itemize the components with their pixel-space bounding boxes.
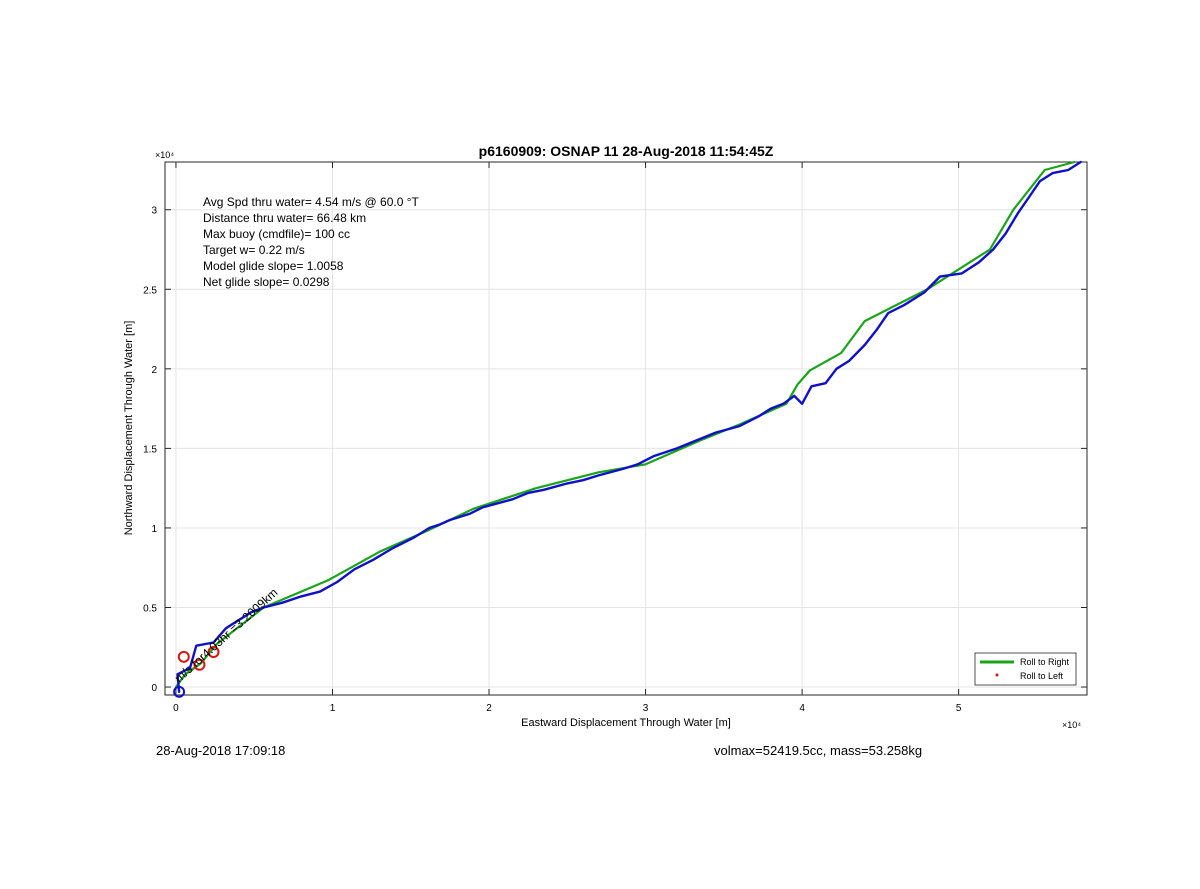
info-line: Max buoy (cmdfile)= 100 cc: [203, 227, 350, 241]
x-tick-label: 5: [956, 703, 962, 714]
grid: [165, 162, 1087, 695]
series-line-roll-right: [174, 160, 1076, 689]
x-tick-label: 0: [173, 703, 179, 714]
x-tick-label: 3: [643, 703, 649, 714]
x-tick-label: 4: [799, 703, 805, 714]
y-tick-label: 3: [151, 206, 157, 217]
y-tick-label: 2.5: [143, 285, 157, 296]
legend-box: [974, 652, 1077, 686]
y-tick-label: 1.5: [143, 444, 157, 455]
x-axis-exponent: ×10⁴: [1062, 720, 1081, 730]
axis-ticks: 0 1 2 3 4 5 0 0.5 1 1.5 2 2.5 3: [143, 162, 1087, 714]
series-point-roll-left: [207, 646, 220, 659]
plot-area: [164, 161, 1088, 696]
start-point-marker: [173, 685, 186, 698]
legend: Roll to Right Roll to Left: [974, 652, 1077, 686]
series-line-track: [176, 160, 1082, 693]
info-text-block: Avg Spd thru water= 4.54 m/s @ 60.0 °T Di…: [203, 195, 420, 289]
x-axis-label: Eastward Displacement Through Water [m]: [521, 717, 731, 729]
info-line: Net glide slope= 0.0298: [203, 275, 330, 289]
y-axis-exponent: ×10⁴: [155, 150, 174, 160]
y-tick-label: 2: [151, 365, 157, 376]
y-axis-label: Northward Displacement Through Water [m]: [123, 321, 135, 536]
legend-label-roll-left: Roll to Left: [1020, 671, 1064, 681]
x-tick-label: 2: [486, 703, 492, 714]
y-tick-label: 0: [151, 683, 157, 694]
y-tick-label: 0.5: [143, 603, 157, 614]
info-line: Model glide slope= 1.0058: [203, 259, 344, 273]
legend-swatch-roll-left: [995, 673, 999, 677]
data-series: [173, 160, 1082, 698]
info-line: Distance thru water= 66.48 km: [203, 211, 366, 225]
y-tick-label: 1: [151, 524, 157, 535]
legend-label-roll-right: Roll to Right: [1020, 657, 1070, 667]
footer-timestamp: 28-Aug-2018 17:09:18: [156, 743, 286, 758]
chart-title: p6160909: OSNAP 11 28-Aug-2018 11:54:45Z: [479, 143, 774, 159]
footer-volmax-mass: volmax=52419.5cc, mass=53.258kg: [714, 743, 923, 758]
series-point-roll-left: [177, 650, 190, 663]
info-line: Target w= 0.22 m/s: [203, 243, 305, 257]
series-point-roll-left: [193, 658, 206, 671]
info-line: Avg Spd thru water= 4.54 m/s @ 60.0 °T: [203, 195, 420, 209]
x-tick-label: 1: [330, 703, 336, 714]
